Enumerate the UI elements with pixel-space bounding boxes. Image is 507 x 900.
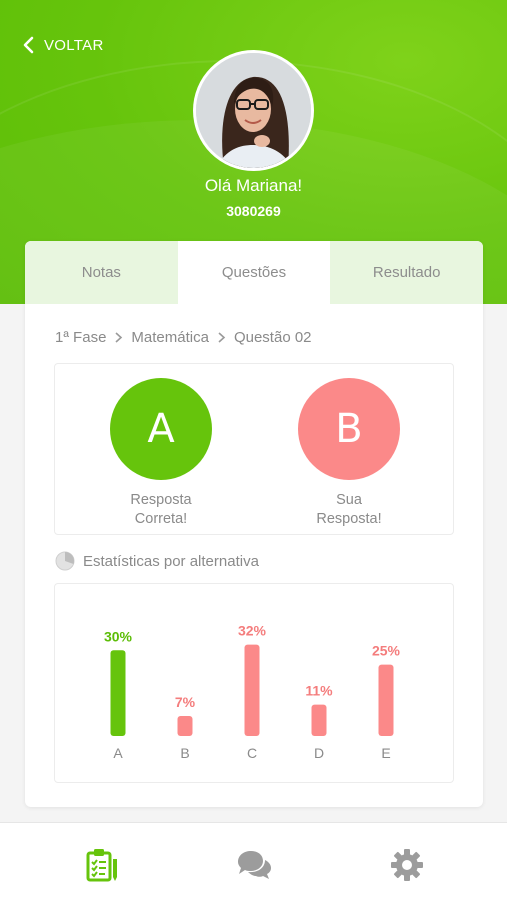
correct-answer-badge: A [110, 378, 212, 480]
chat-bubbles-icon [238, 851, 271, 879]
bar-value-label: 11% [305, 683, 333, 699]
category-label: E [381, 745, 390, 761]
gear-icon [391, 849, 423, 881]
correct-answer-label-line1: Resposta [130, 492, 192, 508]
your-answer-label: Sua Resposta! [279, 491, 419, 529]
tab-questoes[interactable]: Questões [177, 241, 331, 304]
user-photo [196, 53, 311, 168]
chevron-right-icon [115, 332, 123, 343]
tab-resultado[interactable]: Resultado [330, 241, 483, 304]
stats-heading: Estatísticas por alternativa [55, 551, 259, 571]
stats-title: Estatísticas por alternativa [83, 552, 259, 570]
bar-value-label: 30% [104, 628, 133, 644]
bar-c [244, 644, 260, 736]
your-answer-label-line2: Resposta! [316, 511, 382, 527]
tab-notas[interactable]: Notas [25, 241, 178, 304]
bar-d [311, 704, 327, 736]
stats-chart: 30% A 7% B 32% C 11% D 25% E [54, 583, 454, 783]
breadcrumb-question: Questão 02 [233, 329, 312, 346]
category-label: C [247, 745, 257, 761]
user-id: 3080269 [226, 203, 281, 219]
bar-b [177, 716, 193, 736]
your-answer-label-line1: Sua [336, 492, 362, 508]
tab-bar: Notas Questões Resultado [25, 241, 483, 304]
bar-value-label: 25% [372, 643, 401, 659]
correct-answer-label: Resposta Correta! [91, 491, 231, 529]
category-label: A [113, 745, 123, 761]
bar-value-label: 32% [238, 623, 267, 639]
clipboard-checklist-icon [86, 849, 117, 882]
back-button[interactable]: VOLTAR [22, 34, 104, 56]
bottom-nav [0, 822, 507, 900]
breadcrumb-subject[interactable]: Matemática [131, 329, 209, 346]
avatar [193, 50, 314, 171]
greeting: Olá Mariana! [204, 176, 303, 195]
chevron-right-icon [218, 332, 226, 343]
nav-results[interactable] [84, 847, 120, 883]
breadcrumb: 1ª Fase Matemática Questão 02 [55, 329, 312, 346]
your-answer: B Sua Resposta! [279, 378, 419, 529]
bar-chart: 30% A 7% B 32% C 11% D 25% E [104, 623, 401, 761]
bar-e [378, 664, 394, 736]
your-answer-badge: B [298, 378, 400, 480]
answers-box: A Resposta Correta! B Sua Resposta! [54, 363, 454, 535]
result-card: Notas Questões Resultado 1ª Fase Matemát… [25, 241, 483, 807]
nav-settings[interactable] [389, 847, 425, 883]
bar-a [110, 650, 126, 736]
correct-answer-label-line2: Correta! [134, 511, 188, 527]
category-label: D [314, 745, 324, 761]
bar-value-label: 7% [175, 694, 196, 710]
chevron-left-icon [23, 36, 34, 54]
category-label: B [180, 745, 189, 761]
nav-messages[interactable] [236, 847, 272, 883]
breadcrumb-phase[interactable]: 1ª Fase [55, 329, 107, 346]
correct-answer: A Resposta Correta! [91, 378, 231, 529]
back-label: VOLTAR [44, 36, 104, 54]
pie-chart-icon [55, 551, 75, 571]
